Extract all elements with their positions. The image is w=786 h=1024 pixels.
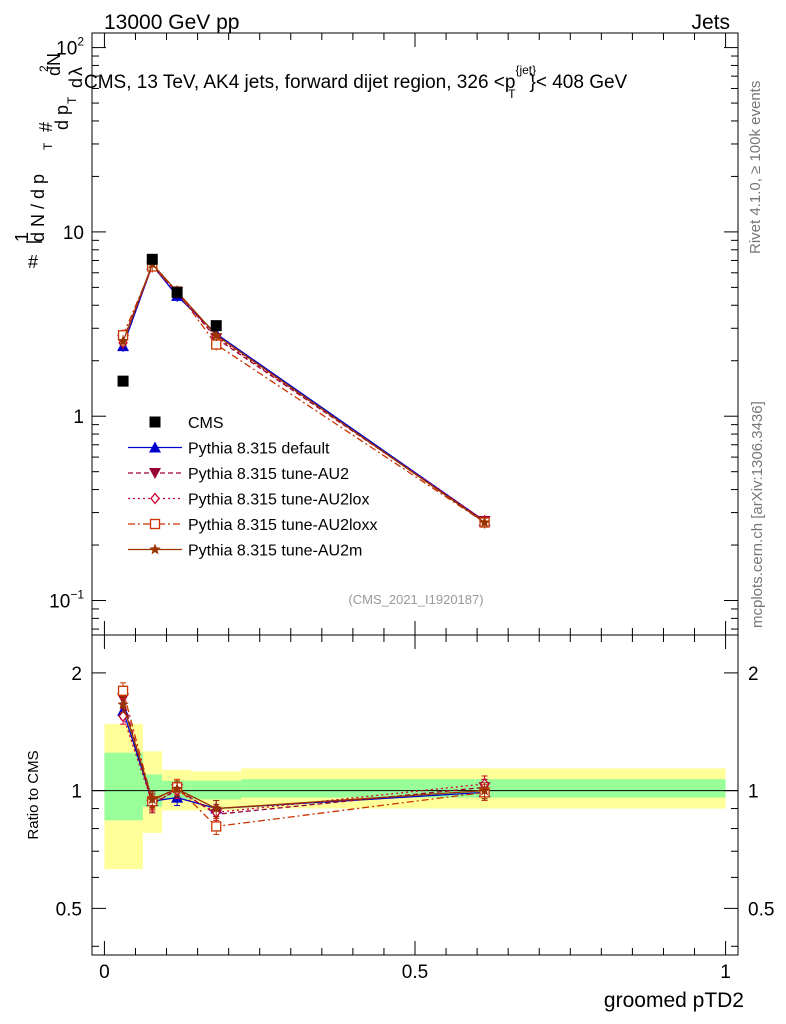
main-series-group: [117, 257, 491, 529]
ylabel-hash-1: #: [28, 252, 38, 272]
main-series-point-au2loxx: [211, 339, 222, 350]
x-ticks: 0 0.5 1: [99, 33, 731, 983]
legend: CMS Pythia 8.315 default Pythia 8.315 tune…: [128, 415, 377, 560]
main-y-tick-exponent: 2: [77, 35, 84, 49]
main-y-axis-label: # 1 d N / d p T # d p T d 2 N d λ: [12, 53, 86, 272]
ratio-uncertainty-bands: [104, 724, 726, 870]
legend-label-au2m: Pythia 8.315 tune-AU2m: [188, 543, 362, 560]
x-tick-label: 0: [99, 962, 110, 983]
cms-data-point: [117, 375, 129, 387]
main-y-tick-label: 1: [73, 407, 84, 428]
ratio-y-tick-label-right: 0.5: [748, 899, 774, 920]
ylabel-hash-2: #: [36, 122, 56, 132]
ylabel-dn-dpt: d N / d p: [28, 174, 48, 242]
legend-label-default: Pythia 8.315 default: [188, 441, 330, 458]
main-title-sup: {jet}: [515, 63, 536, 77]
x-axis-label: groomed pTD2: [604, 989, 744, 1012]
main-y-tick-exponent: −1: [70, 588, 84, 602]
main-title-text: CMS, 13 TeV, AK4 jets, forward dijet reg…: [84, 72, 515, 93]
ratio-series-point-au2loxx: [211, 821, 222, 832]
ratio-plot: 0.5 0.51 12 2 0 0.5 1 Ratio to CMS groomed pT…: [25, 33, 774, 1012]
legend-marker-cms: [149, 416, 161, 428]
ylabel-dp: d p: [52, 105, 72, 130]
ratio-series-group: [117, 682, 491, 835]
legend-label-au2: Pythia 8.315 tune-AU2: [188, 466, 349, 483]
ratio-y-tick-label-left: 2: [71, 664, 82, 685]
ylabel-d-lambda-d: d: [66, 78, 86, 88]
ratio-series-line-au2loxx: [122, 690, 485, 828]
header-right: Jets: [691, 11, 730, 34]
legend-marker-au2loxx: [149, 518, 161, 530]
analysis-watermark: (CMS_2021_I1920187): [348, 592, 483, 607]
ratio-series-point-au2m: [146, 793, 158, 805]
ratio-series-point-au2m: [478, 784, 491, 796]
legend-marker-au2m: [149, 543, 161, 555]
x-tick-label: 1: [720, 962, 731, 983]
x-tick-label: 0.5: [402, 962, 428, 983]
ratio-y-tick-label-left: 1: [71, 782, 82, 803]
ylabel-sup-2: 2: [37, 65, 51, 72]
ratio-frame: [91, 634, 739, 956]
legend-label-au2lox: Pythia 8.315 tune-AU2lox: [188, 492, 369, 509]
ylabel-one: 1: [12, 232, 32, 242]
ratio-y-tick-label-right: 1: [748, 782, 759, 803]
ratio-y-tick-label-left: 0.5: [56, 899, 82, 920]
main-series-point-au2m: [478, 516, 491, 528]
ratio-y-ticks: 0.5 0.5 1 1 2 2: [56, 664, 774, 947]
ratio-series-line-au2lox: [122, 715, 485, 814]
ratio-series-point-au2m: [210, 802, 222, 814]
ylabel-sub-t-2: T: [65, 96, 79, 104]
rivet-label: Rivet 4.1.0, ≥ 100k events: [747, 81, 764, 254]
main-series-point-au2m: [210, 329, 222, 341]
ylabel-n: N: [44, 53, 64, 66]
ratio-y-axis-label: Ratio to CMS: [25, 750, 42, 839]
ratio-band-inner: [191, 780, 242, 800]
main-y-tick-label: 102: [56, 35, 84, 60]
legend-label-cms: CMS: [188, 415, 224, 432]
main-y-tick-label: 10: [63, 223, 84, 244]
main-y-tick-mantissa: 10: [49, 592, 70, 613]
ratio-y-tick-label-right: 2: [748, 664, 759, 685]
main-title-sub: T: [508, 87, 516, 101]
main-y-tick-mantissa: 10: [56, 39, 77, 60]
cms-data-point: [171, 286, 183, 298]
main-title-tail: }< 408 GeV: [530, 72, 628, 93]
header-left: 13000 GeV pp: [104, 11, 239, 34]
mcplots-label: mcplots.cern.ch [arXiv:1306.3436]: [749, 401, 766, 628]
cms-data-group: [117, 253, 222, 387]
ratio-band-inner: [104, 752, 143, 821]
legend-marker-default: [149, 441, 161, 453]
legend-marker-au2lox: [150, 492, 160, 505]
ratio-series-point-au2m: [171, 783, 183, 794]
ylabel-lambda: λ: [66, 67, 86, 76]
main-plot: CMS, 13 TeV, AK4 jets, forward dijet reg…: [49, 32, 739, 636]
legend-label-au2loxx: Pythia 8.315 tune-AU2loxx: [188, 517, 377, 534]
ratio-series-point-au2loxx: [117, 685, 129, 696]
legend-marker-au2: [149, 468, 161, 479]
cms-data-point: [146, 253, 158, 265]
ratio-series-point-au2m: [117, 698, 129, 710]
main-y-tick-label: 10−1: [49, 588, 84, 613]
ylabel-d: d: [44, 66, 64, 76]
main-title: CMS, 13 TeV, AK4 jets, forward dijet reg…: [84, 63, 628, 101]
ylabel-sub-t-1: T: [41, 142, 55, 150]
cms-data-point: [210, 320, 222, 332]
main-series-point-au2m: [117, 335, 129, 347]
